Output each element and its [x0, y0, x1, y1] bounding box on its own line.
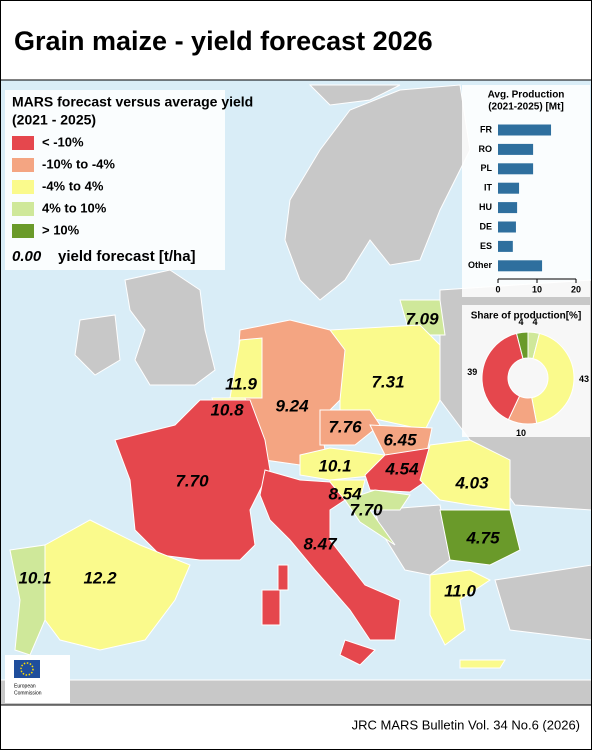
legend-items: < -10% -10% to -4% -4% to 4% 4% to 10% > 10% [12, 134, 115, 238]
bar [498, 221, 516, 233]
yield-label: 4.03 [454, 473, 489, 492]
country-IT [259, 469, 401, 641]
x-tick-label: 10 [532, 284, 542, 294]
bar-category: Other [468, 260, 493, 270]
x-tick-label: 20 [571, 284, 581, 294]
bar-category: PL [480, 163, 492, 173]
yield-label: 7.09 [405, 309, 439, 328]
yield-label: 7.70 [175, 471, 209, 490]
pie-inset: 4 43 10 39 4 [467, 317, 589, 438]
logo-text: Commission [14, 690, 42, 696]
bar [498, 163, 534, 175]
yield-label: 7.70 [349, 500, 383, 519]
country-GR [429, 569, 491, 646]
island [277, 564, 289, 591]
yield-label: 6.45 [383, 430, 417, 449]
country-HR [344, 489, 411, 546]
legend-swatch [12, 180, 34, 194]
bar-inset-title: Avg. Production [488, 90, 565, 101]
legend-sample-value: 0.00 [12, 248, 42, 265]
bar-category: IT [484, 183, 493, 193]
legend-swatch [12, 136, 34, 150]
logo-text: European [14, 683, 36, 689]
bar [498, 124, 552, 136]
bar [498, 240, 513, 252]
pie-inset-title: Share of production[%] [471, 311, 582, 322]
x-tick-label: 0 [495, 284, 500, 294]
bar-category: RO [479, 144, 493, 154]
country-ES [44, 519, 191, 651]
legend-title: MARS forecast versus average yield [12, 94, 253, 110]
yield-labels: 7.09 7.31 9.24 11.9 10.8 7.70 7.76 6.45 … [18, 309, 500, 600]
yield-label: 12.2 [83, 568, 117, 587]
eu-countries [9, 299, 521, 656]
title: Grain maize - yield forecast 2026 [14, 26, 433, 56]
footer: JRC MARS Bulletin Vol. 34 No.6 (2026) [352, 717, 580, 732]
eu-stars [20, 662, 34, 676]
eu-flag [14, 660, 40, 678]
yield-label: 8.54 [328, 484, 362, 503]
yield-label: 11.9 [225, 374, 257, 393]
island [261, 589, 281, 626]
country-RO [419, 439, 511, 511]
yield-label: 4.75 [465, 528, 500, 547]
legend-sample-text: yield forecast [t/ha] [58, 248, 196, 265]
country-CZ [319, 409, 381, 446]
bar-inset: FR RO PL IT HU DE ES Other 0 10 20 [468, 124, 581, 294]
yield-label: 4.54 [384, 459, 419, 478]
donut-label: 4 [518, 317, 523, 327]
legend-label: -10% to -4% [42, 156, 115, 171]
yield-label: 11.0 [444, 581, 476, 600]
legend-box [5, 90, 225, 270]
yield-label: 7.31 [371, 372, 404, 391]
bar [498, 260, 543, 272]
legend-label: > 10% [42, 222, 80, 237]
bar-category: DE [479, 221, 492, 231]
donut-slice [531, 332, 575, 424]
bar-category: ES [480, 241, 492, 251]
donut-slice [481, 332, 524, 421]
yield-label: 9.24 [275, 396, 309, 415]
yield-label: 10.1 [18, 568, 51, 587]
yield-label: 10.1 [318, 456, 351, 475]
legend-swatch [12, 158, 34, 172]
legend-swatch [12, 202, 34, 216]
donut-label: 39 [467, 367, 477, 377]
logo: European Commission [5, 655, 70, 703]
bar-category: FR [480, 124, 492, 134]
yield-label: 7.76 [328, 417, 362, 436]
island [459, 659, 506, 669]
country-FR [114, 399, 271, 561]
legend-swatch [12, 224, 34, 238]
islands [261, 564, 506, 669]
donut-label: 43 [579, 374, 589, 384]
country-NL [229, 337, 263, 399]
donut-label: 10 [516, 428, 526, 438]
donut-label: 4 [533, 317, 538, 327]
bar [498, 182, 520, 194]
legend-label: < -10% [42, 134, 84, 149]
country-BG [439, 509, 521, 566]
bar-category: HU [479, 202, 492, 212]
legend-title: (2021 - 2025) [12, 112, 96, 128]
bar-inset-title: (2021-2025) [Mt] [488, 102, 564, 113]
legend-label: -4% to 4% [42, 178, 104, 193]
bar [498, 143, 534, 155]
island [339, 639, 376, 666]
legend-label: 4% to 10% [42, 200, 107, 215]
bar [498, 202, 518, 214]
yield-label: 8.47 [303, 534, 338, 553]
donut-slice [515, 331, 529, 360]
yield-label: 10.8 [210, 400, 244, 419]
